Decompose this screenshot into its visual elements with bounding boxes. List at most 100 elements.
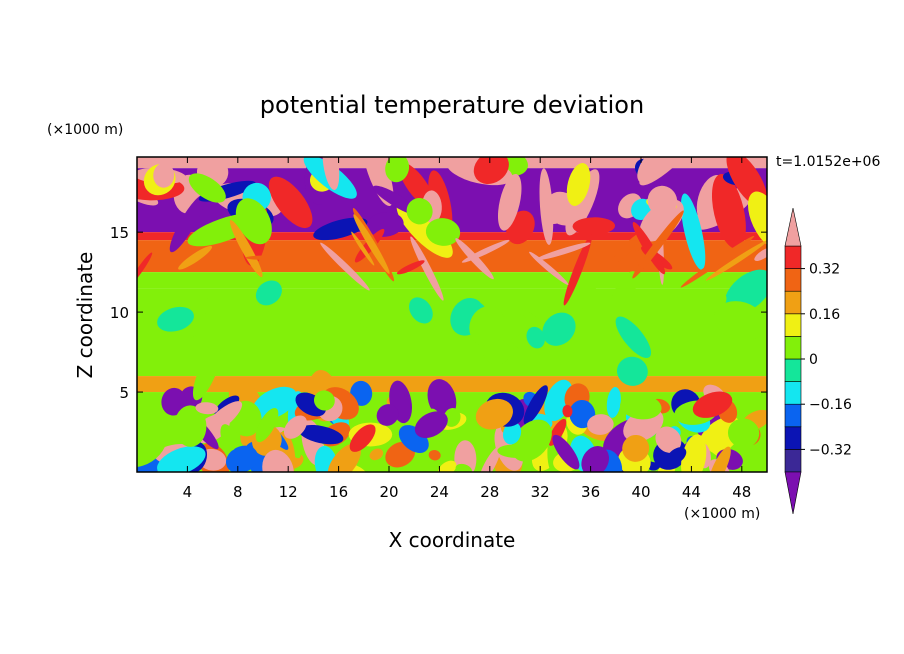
field-patch xyxy=(649,313,664,357)
field-patch xyxy=(252,386,297,420)
colorbar-box xyxy=(784,290,802,315)
field-patch xyxy=(634,250,647,269)
colorbar-extend-low xyxy=(784,471,802,515)
field-patch xyxy=(235,198,272,245)
field-patch xyxy=(376,404,399,426)
field-patch xyxy=(536,242,591,261)
field-patch xyxy=(698,290,727,314)
field-patch xyxy=(322,157,340,190)
field-patch xyxy=(473,157,509,184)
field-patch xyxy=(539,168,554,245)
field-patch xyxy=(680,193,706,270)
field-patch xyxy=(188,173,226,203)
field-patch xyxy=(314,445,338,472)
y-axis-label: Z coordinate xyxy=(73,252,97,379)
field-patch xyxy=(369,448,384,461)
field-patch xyxy=(410,236,444,301)
x-tick-label: 4 xyxy=(183,483,193,501)
x-tick-label: 28 xyxy=(480,483,499,501)
colorbar-tick-label: 0.32 xyxy=(809,262,840,278)
field-patch xyxy=(174,405,207,447)
field-patch xyxy=(632,222,666,275)
field-patch xyxy=(529,251,569,285)
x-tick-label: 12 xyxy=(279,483,298,501)
field-patch xyxy=(320,242,370,291)
field-band-4 xyxy=(137,272,767,289)
field-patch xyxy=(408,297,433,324)
field-patch xyxy=(666,447,687,465)
field-patch xyxy=(192,345,221,401)
field-patch xyxy=(313,217,368,241)
field-patch xyxy=(362,157,394,207)
field-patch xyxy=(153,162,175,188)
field-patch xyxy=(245,255,292,261)
colorbar-tick-label: −0.16 xyxy=(809,397,852,413)
field-patch xyxy=(708,446,731,472)
field-patch xyxy=(255,280,282,306)
x-tick-label: 8 xyxy=(233,483,243,501)
field-patch xyxy=(571,277,598,310)
field-patch xyxy=(552,434,580,470)
field-patch xyxy=(385,157,410,183)
colorbar-extend-high xyxy=(784,207,802,247)
field-patch xyxy=(714,301,766,341)
field-patch xyxy=(610,271,638,313)
field-patch xyxy=(437,460,457,472)
field-patch xyxy=(475,398,513,430)
field-patch xyxy=(615,316,652,358)
field-patch xyxy=(283,415,307,439)
y-unit-label: (×1000 m) xyxy=(47,122,123,138)
x-tick-label: 16 xyxy=(329,483,348,501)
field-patch xyxy=(443,408,461,427)
colorbar-box xyxy=(784,449,802,473)
chart-title: potential temperature deviation xyxy=(260,91,644,119)
field-patch xyxy=(581,446,610,472)
field-band-6 xyxy=(137,376,767,393)
field-patch xyxy=(523,385,548,425)
field-patch xyxy=(526,326,545,349)
field-patch xyxy=(562,404,573,418)
colorbar-box xyxy=(784,313,802,337)
field-patch xyxy=(366,212,404,237)
field-patch xyxy=(711,174,746,249)
field-patch xyxy=(469,306,506,347)
y-axis: 5 10 15 xyxy=(110,224,767,402)
field-patch xyxy=(620,393,662,420)
contour-blobs xyxy=(137,157,767,472)
field-band-5 xyxy=(137,288,767,377)
field-patch xyxy=(455,463,472,472)
field-patch xyxy=(203,401,243,435)
x-tick-label: 36 xyxy=(581,483,600,501)
colorbar-tick-label: −0.32 xyxy=(809,442,852,458)
field-patch xyxy=(351,231,375,266)
field-patch xyxy=(353,214,390,274)
field-patch xyxy=(137,427,167,468)
field-patch xyxy=(428,449,441,461)
colorbar-box xyxy=(784,268,802,292)
colorbar-box xyxy=(784,336,802,360)
x-unit-label: (×1000 m) xyxy=(684,506,760,522)
field-patch xyxy=(738,461,765,472)
field-patch xyxy=(327,443,361,472)
field-patch xyxy=(349,424,376,452)
field-patch xyxy=(161,387,187,416)
colorbar-tick-label: 0.16 xyxy=(809,307,840,323)
x-axis-label: X coordinate xyxy=(389,528,516,552)
field-patch xyxy=(406,198,433,225)
field-patch xyxy=(655,426,682,453)
field-patch xyxy=(542,312,576,346)
y-tick-label: 15 xyxy=(110,224,129,242)
field-patch xyxy=(461,239,510,263)
field-patch xyxy=(157,291,212,306)
y-tick-label: 10 xyxy=(110,304,129,322)
x-tick-label: 20 xyxy=(379,483,398,501)
x-tick-label: 24 xyxy=(430,483,449,501)
field-patch xyxy=(497,173,522,231)
field-patch xyxy=(511,419,552,462)
field-patch xyxy=(157,446,206,472)
field-patch xyxy=(262,449,294,472)
field-band-3 xyxy=(137,240,767,273)
x-tick-label: 44 xyxy=(682,483,701,501)
field-patch xyxy=(692,391,733,418)
